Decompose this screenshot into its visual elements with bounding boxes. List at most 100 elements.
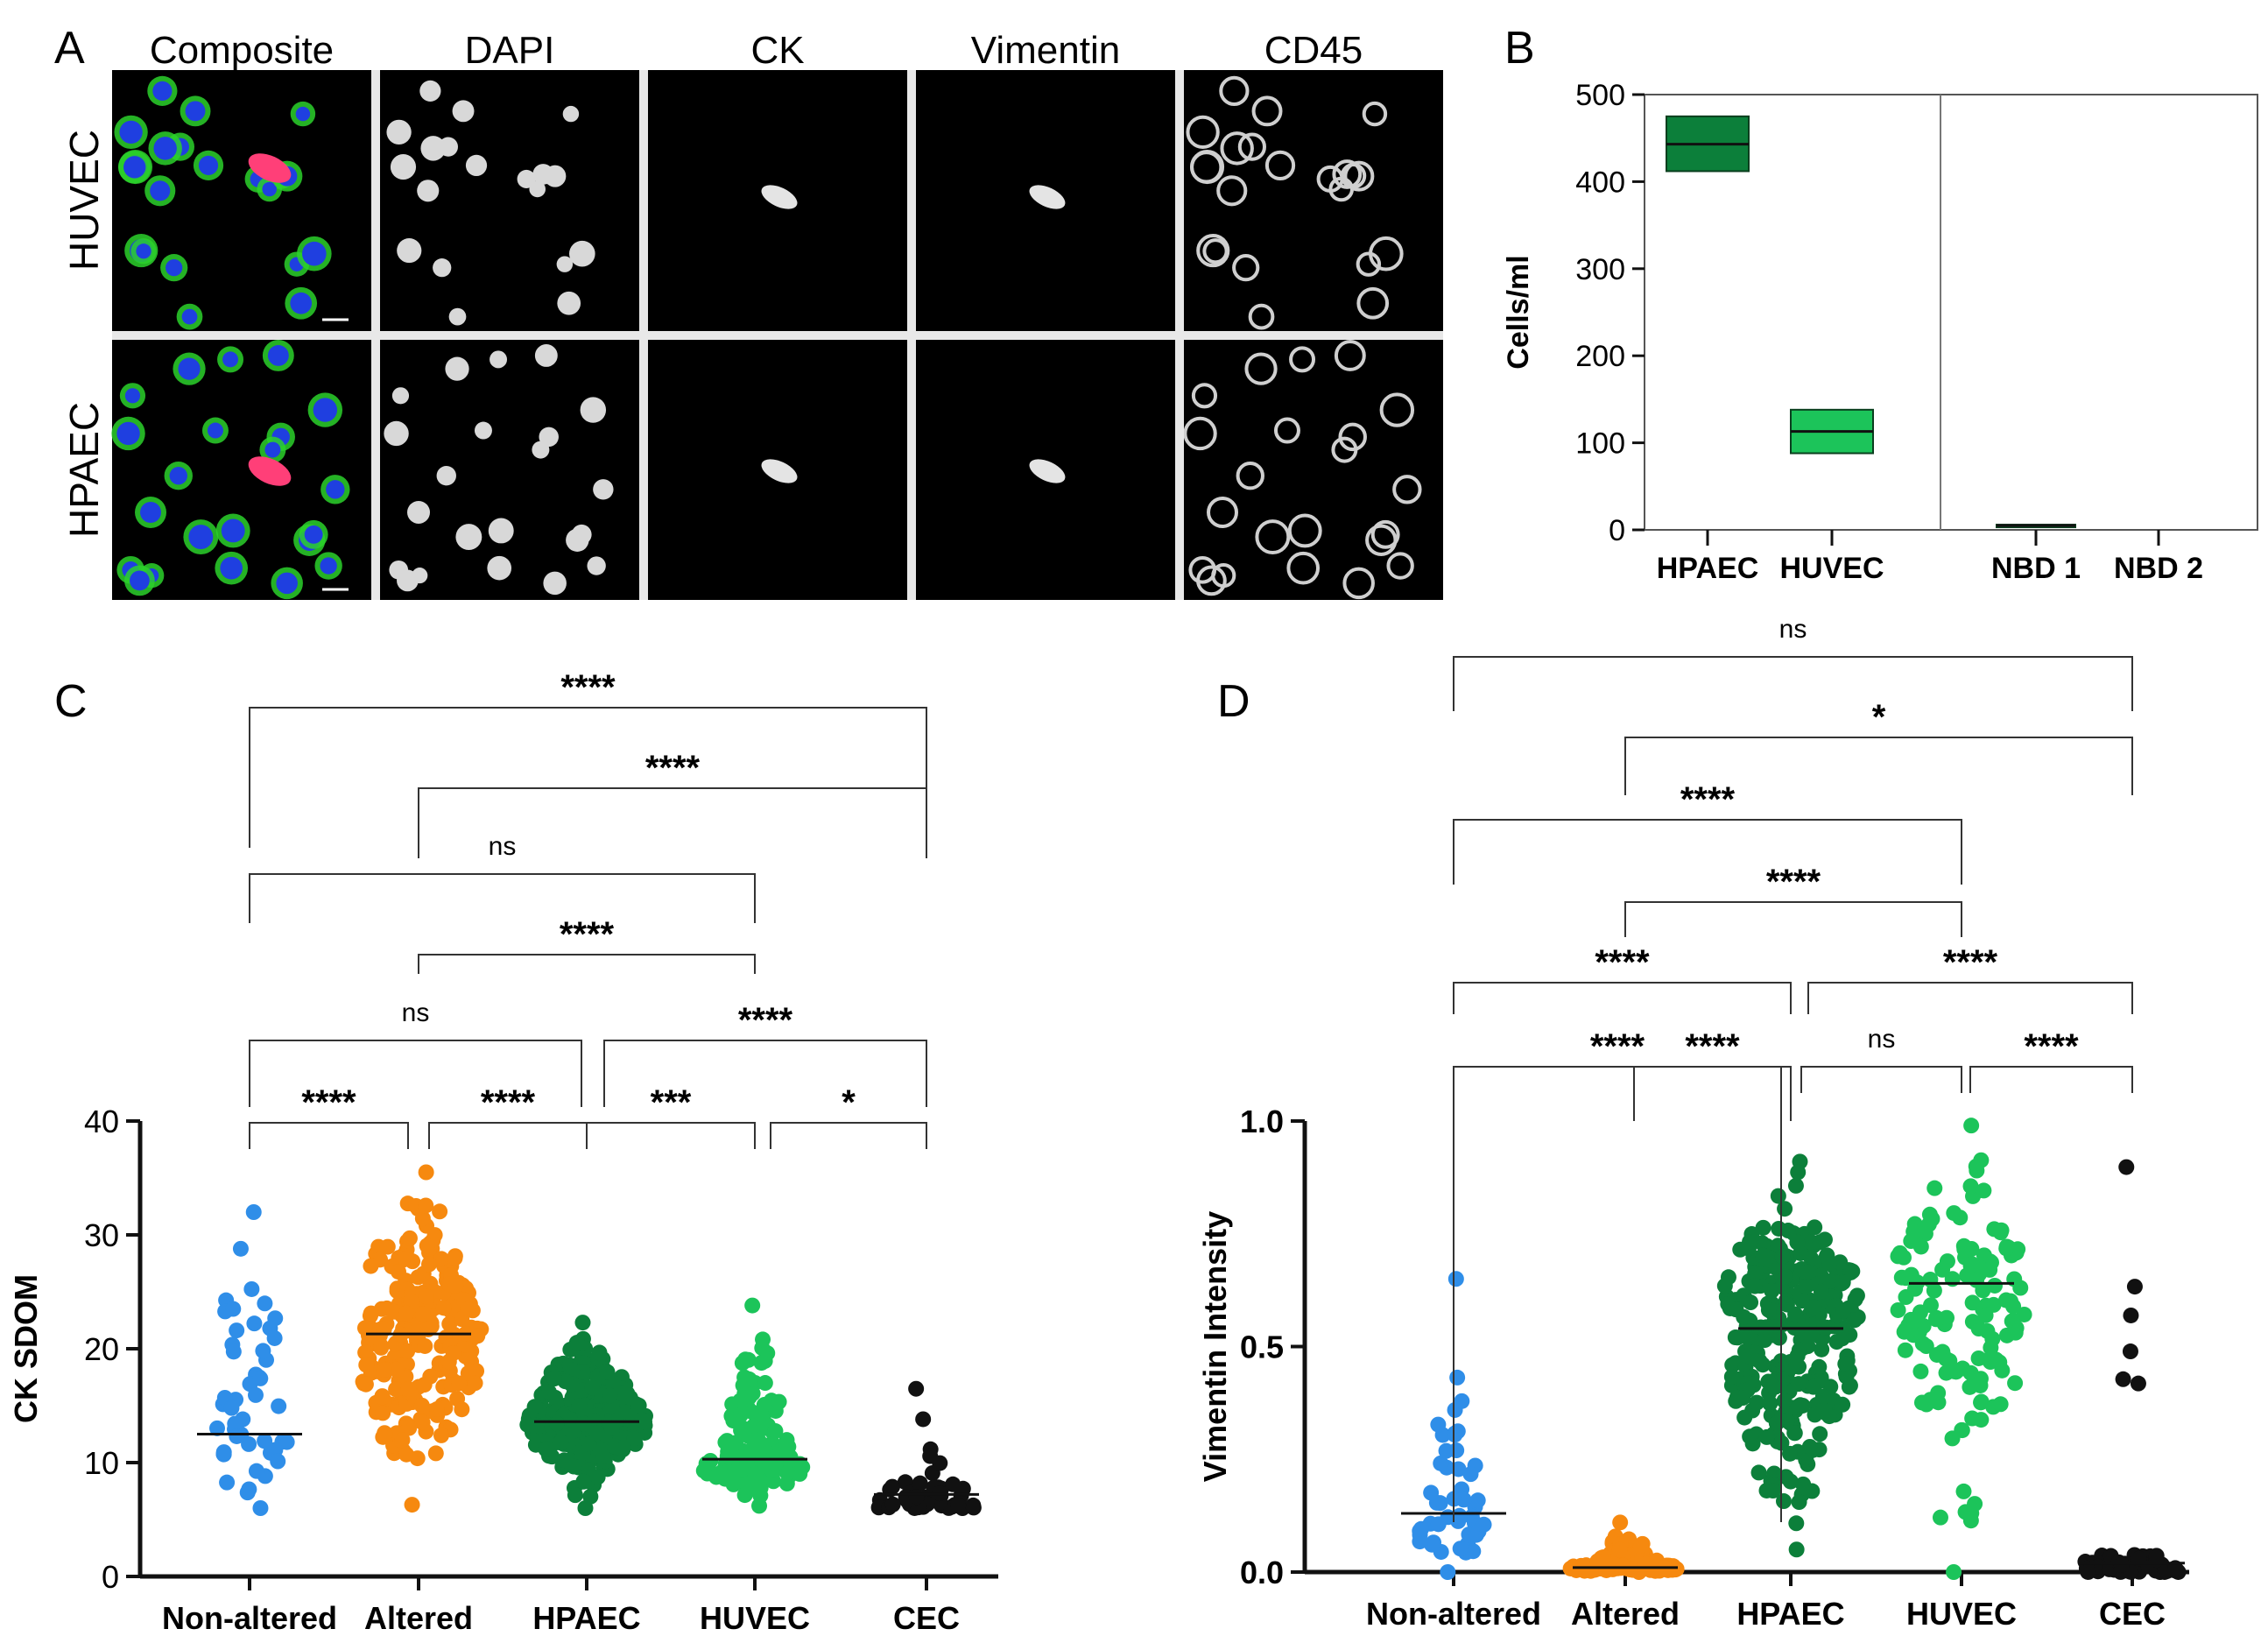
- data-point-altered: [357, 1376, 374, 1393]
- data-point-hpaec: [568, 1335, 585, 1351]
- cell-nucleus: [169, 467, 187, 485]
- data-point-non-altered: [1452, 1541, 1469, 1557]
- data-point-cec: [884, 1478, 900, 1495]
- data-point-hpaec: [1742, 1428, 1758, 1445]
- significance-bracket: [418, 954, 756, 974]
- data-point-huvec: [1912, 1363, 1929, 1379]
- y-tick-label: 0: [102, 1559, 119, 1595]
- significance-bracket: [249, 1040, 582, 1107]
- data-point-non-altered: [1454, 1393, 1470, 1409]
- data-point-huvec: [744, 1297, 761, 1314]
- data-point-huvec: [748, 1432, 764, 1449]
- data-point-non-altered: [246, 1315, 263, 1332]
- data-point-huvec: [1983, 1339, 1999, 1356]
- data-point-altered: [394, 1432, 411, 1449]
- significance-bracket: [1807, 982, 2133, 1014]
- data-point-hpaec: [1781, 1445, 1798, 1462]
- nucleus-stain: [420, 136, 446, 161]
- data-point-huvec: [1986, 1221, 2003, 1238]
- data-point-altered: [457, 1348, 474, 1365]
- nucleus-stain: [445, 356, 469, 381]
- cell-nucleus: [207, 422, 223, 439]
- data-point-hpaec: [526, 1399, 543, 1415]
- data-point-non-altered: [241, 1481, 257, 1498]
- data-point-altered: [401, 1420, 418, 1436]
- nucleus-stain: [391, 155, 415, 180]
- data-point-huvec: [741, 1389, 757, 1406]
- y-axis-label: CK SDOM: [8, 1274, 44, 1423]
- x-tick-label-huvec: HUVEC: [1779, 552, 1884, 585]
- data-point-hpaec: [1736, 1308, 1752, 1325]
- data-point-hpaec: [1803, 1326, 1820, 1343]
- data-point-hpaec: [1787, 1306, 1804, 1322]
- significance-label: ****: [1766, 863, 1821, 901]
- data-point-non-altered: [225, 1301, 242, 1317]
- x-tick-label-hpaec: HPAEC: [1736, 1596, 1844, 1632]
- cell-nucleus: [152, 81, 173, 101]
- data-point-huvec: [1968, 1158, 1984, 1174]
- data-point-huvec: [755, 1331, 771, 1348]
- data-point-cec: [932, 1455, 948, 1471]
- data-point-altered: [441, 1315, 458, 1332]
- data-point-altered: [427, 1445, 444, 1462]
- data-point-hpaec: [1777, 1201, 1793, 1217]
- significance-label: ****: [560, 915, 615, 954]
- nucleus-stain: [465, 154, 488, 176]
- data-point-huvec: [1939, 1253, 1955, 1270]
- data-point-hpaec: [1777, 1268, 1793, 1285]
- data-point-altered: [1615, 1557, 1631, 1574]
- data-point-non-altered: [1469, 1492, 1486, 1509]
- data-point-hpaec: [1791, 1494, 1807, 1511]
- cd45-ring: [1273, 417, 1300, 444]
- data-point-hpaec: [595, 1448, 611, 1464]
- data-point-hpaec: [538, 1441, 554, 1457]
- panel-a-micrographs: A Composite DAPI CK Vimentin CD45 HUVEC HPAEC: [54, 23, 1443, 600]
- data-point-huvec: [1964, 1410, 1981, 1427]
- data-point-huvec: [725, 1476, 742, 1492]
- significance-bracket: [428, 1122, 588, 1149]
- y-tick-label: 40: [84, 1104, 119, 1139]
- significance-bracket: [770, 1122, 927, 1149]
- y-tick-label: 1.0: [1240, 1104, 1284, 1139]
- x-tick-label-hpaec: HPAEC: [532, 1600, 640, 1636]
- data-point-huvec: [1992, 1396, 2009, 1413]
- row-header-hpaec: HPAEC: [61, 402, 107, 538]
- micrograph-huvec-cd45: [1186, 75, 1404, 330]
- cell-nucleus: [185, 101, 206, 122]
- data-point-altered: [418, 1197, 434, 1214]
- data-point-huvec: [1918, 1338, 1934, 1355]
- nucleus-stain: [386, 119, 412, 145]
- cd45-ring: [1362, 101, 1388, 127]
- x-tick-label-nbd-2: NBD 2: [2114, 552, 2203, 585]
- data-point-non-altered: [1450, 1461, 1467, 1477]
- data-point-hpaec: [626, 1430, 643, 1447]
- data-point-non-altered: [219, 1474, 236, 1491]
- data-point-non-altered: [1447, 1427, 1463, 1443]
- data-point-huvec: [1946, 1564, 1962, 1580]
- data-point-non-altered: [1423, 1484, 1440, 1501]
- data-point-huvec: [1932, 1509, 1948, 1526]
- data-point-hpaec: [1723, 1368, 1740, 1385]
- data-point-huvec: [1891, 1245, 1908, 1261]
- cd45-ring: [1248, 303, 1275, 330]
- data-point-huvec: [1964, 1314, 1981, 1330]
- data-point-altered: [398, 1305, 415, 1322]
- data-point-altered: [432, 1203, 448, 1220]
- data-point-hpaec: [1760, 1301, 1777, 1318]
- cell-nucleus: [188, 525, 214, 550]
- y-tick-label: 10: [84, 1445, 119, 1481]
- data-point-non-altered: [223, 1400, 240, 1416]
- data-point-hpaec: [1811, 1358, 1828, 1375]
- significance-label: ****: [2024, 1027, 2079, 1066]
- data-point-altered: [1632, 1538, 1649, 1555]
- data-point-hpaec: [566, 1458, 582, 1475]
- data-point-hpaec: [562, 1411, 579, 1428]
- data-point-huvec: [708, 1469, 724, 1485]
- panel-letter-a: A: [54, 23, 85, 74]
- data-point-huvec: [2004, 1312, 2021, 1329]
- data-point-hpaec: [1787, 1357, 1804, 1373]
- data-point-altered: [416, 1377, 433, 1393]
- data-point-hpaec: [1789, 1234, 1806, 1251]
- target-cell-signal: [761, 459, 798, 483]
- data-point-non-altered: [1438, 1442, 1454, 1459]
